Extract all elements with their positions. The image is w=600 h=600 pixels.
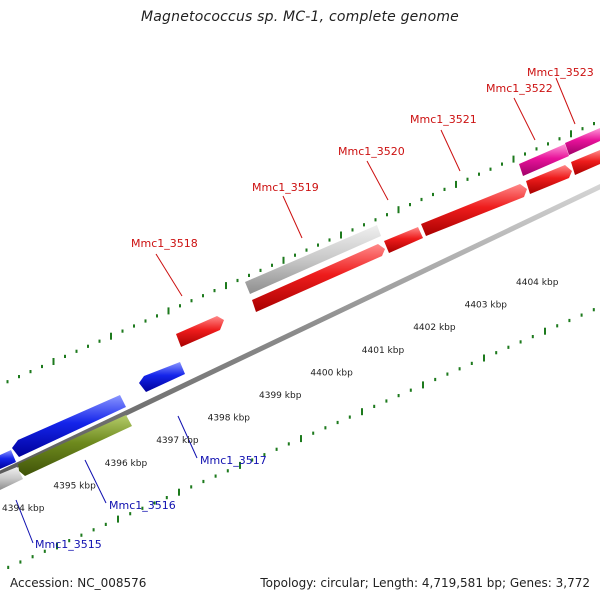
gene-feature-grey (0, 467, 23, 490)
scale-label: 4404 kbp (516, 278, 559, 288)
reverse-features (0, 362, 185, 490)
tick-tracks (6, 122, 595, 569)
leader-line (84, 459, 107, 504)
gene-label: Mmc1_3518 (131, 237, 198, 250)
leader-line (555, 77, 576, 125)
gene-label: Mmc1_3522 (486, 82, 553, 95)
gene-label: Mmc1_3519 (252, 181, 319, 194)
gene-label: Mmc1_3523 (527, 66, 594, 79)
leader-line (15, 499, 34, 544)
scale-label: 4396 kbp (105, 459, 148, 469)
scale-label: 4402 kbp (413, 323, 456, 333)
leader-line (513, 97, 536, 141)
gene-feature-red (526, 165, 572, 194)
leader-line (366, 160, 389, 201)
scale-label: 4394 kbp (2, 504, 45, 514)
gene-feature-blue (0, 450, 16, 469)
gene-feature-blue (139, 362, 185, 392)
gene-feature-grey (245, 225, 381, 294)
scale-label: 4395 kbp (53, 481, 96, 491)
genome-backbone (0, 184, 600, 476)
scale-label: 4397 kbp (156, 436, 199, 446)
scale-label: 4400 kbp (310, 368, 353, 378)
gene-labels: Mmc1_3518 Mmc1_3519 Mmc1_3520 Mmc1_3521 … (35, 66, 594, 551)
leader-lines (15, 77, 576, 544)
accession-text: Accession: NC_008576 (10, 576, 147, 590)
gene-label: Mmc1_3521 (410, 113, 477, 126)
gene-feature-red (384, 227, 423, 253)
gene-label: Mmc1_3516 (109, 499, 176, 512)
map-title: Magnetococcus sp. MC-1, complete genome (141, 9, 459, 25)
scale-labels: 4394 kbp 4395 kbp 4396 kbp 4397 kbp 4398 kbp… (2, 278, 559, 514)
gene-feature-red (421, 184, 527, 236)
gene-label: Mmc1_3517 (200, 454, 267, 467)
gene-feature-red (176, 316, 224, 347)
gene-feature-pink (565, 128, 600, 155)
gene-feature-blue (12, 395, 126, 457)
leader-line (282, 195, 303, 239)
gene-feature-red (571, 150, 600, 175)
genome-summary-text: Topology: circular; Length: 4,719,581 bp… (260, 576, 590, 590)
gene-feature-olive (18, 415, 132, 476)
leader-line (155, 253, 183, 297)
gene-label: Mmc1_3520 (338, 145, 405, 158)
gene-feature-pink (519, 144, 569, 176)
gene-feature-red (252, 244, 385, 312)
scale-label: 4399 kbp (259, 391, 302, 401)
forward-features (176, 128, 600, 347)
scale-label: 4403 kbp (465, 301, 508, 311)
scale-label: 4401 kbp (362, 346, 405, 356)
leader-line (177, 415, 198, 459)
gene-label: Mmc1_3515 (35, 538, 102, 551)
leader-line (440, 129, 461, 172)
scale-label: 4398 kbp (208, 414, 251, 424)
